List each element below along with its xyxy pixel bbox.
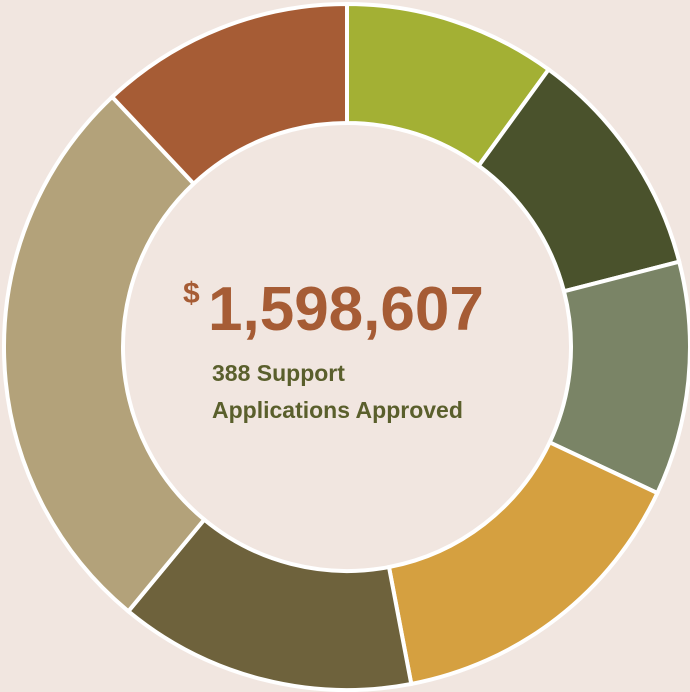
total-amount: 1,598,607 [208, 275, 484, 344]
currency-symbol: $ [183, 277, 200, 310]
donut-segment [2, 94, 208, 615]
subtitle-line: 388 Support [212, 360, 345, 386]
subtitle-line: Applications Approved [212, 397, 463, 423]
donut-segment [109, 1, 349, 187]
